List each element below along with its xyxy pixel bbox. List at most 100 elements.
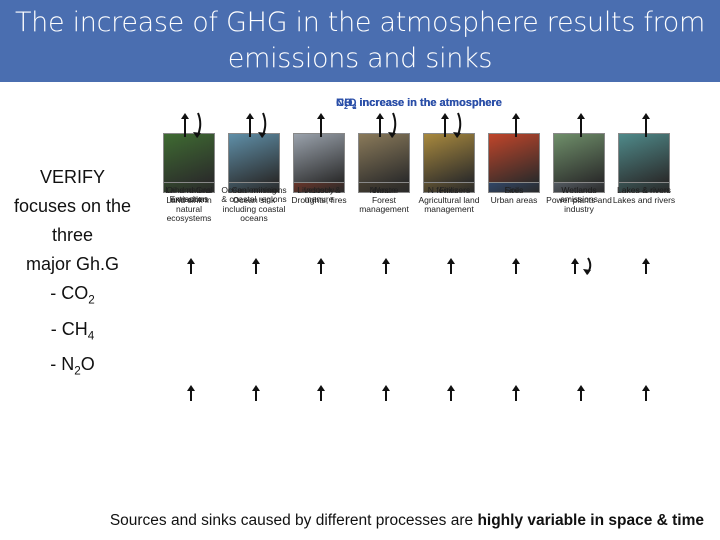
caption-text: Sources and sinks caused by different pr…: [109, 512, 478, 529]
photo-tile: [618, 133, 670, 183]
arrow-head: [512, 258, 520, 264]
arrow-head: [447, 258, 455, 264]
arrow-head: [388, 132, 396, 138]
gas-text: - CH: [50, 318, 88, 339]
panel-heading: CO2 increase in the atmosphere: [157, 97, 681, 111]
tile-label: Agricultural land management: [418, 195, 480, 214]
panel-heading: CH4 increase in the atmosphere: [157, 97, 681, 111]
photo-tile: [553, 133, 605, 183]
caption: Sources and sinks caused by different pr…: [0, 512, 720, 530]
heading-sub: 2: [343, 103, 348, 112]
arrow-head: [252, 385, 260, 391]
tile-label: Soils: [504, 185, 524, 195]
caption-bold: highly variable in space & time: [477, 512, 704, 529]
arrow-head: [246, 113, 254, 119]
tile-label: Ocean emissions & coastal regions: [221, 185, 287, 204]
tile-label: Land sink in natural ecosystems: [166, 195, 212, 223]
heading-text: N: [336, 97, 344, 109]
arrow-head: [453, 132, 461, 138]
tile-label: Forest management: [359, 195, 409, 214]
tile-label: Fires: [439, 185, 459, 195]
gas-sub: 2: [74, 364, 81, 378]
photo-tile: [293, 133, 345, 183]
tile-label: Power plants and industry: [546, 195, 612, 214]
side-line: three: [0, 221, 145, 250]
arrow-head: [447, 385, 455, 391]
heading-text: increase in the atmosphere: [356, 97, 502, 109]
side-line-text: focuses on the: [13, 196, 132, 216]
photo-tile: [228, 133, 280, 183]
arrow-head: [441, 113, 449, 119]
heading-text: O increase in the atmosphere: [347, 97, 502, 109]
tile-label: Oil and Gas extraction: [166, 185, 212, 204]
side-line: focuses on the: [0, 192, 145, 221]
arrow-head: [376, 113, 384, 119]
tile-label: Waste: [372, 185, 396, 195]
arrow-head: [187, 258, 195, 264]
arrow-head: [187, 385, 195, 391]
side-line-text: VERIFY: [39, 167, 105, 187]
arrow-head: [642, 385, 650, 391]
heading-sub: 2: [352, 103, 357, 112]
gas-text: - N: [50, 354, 75, 375]
diagram: CO2 increase in the atmosphere Land sink …: [157, 93, 681, 495]
side-line: VERIFY: [0, 163, 145, 192]
gas-item: - CH4: [0, 315, 145, 351]
tile-label: Coal mining: [231, 185, 277, 195]
arrow-head: [512, 113, 520, 119]
side-line: major Gh.G: [0, 250, 145, 279]
photo-tile: [488, 133, 540, 183]
tile-label: Droughts, fires: [291, 195, 347, 205]
tile-label: Livestock & manure: [297, 185, 341, 204]
tile-label: Industry: [303, 185, 335, 195]
arrow-head: [252, 258, 260, 264]
photo-tile: [163, 133, 215, 183]
arrow-head: [577, 385, 585, 391]
title: The increase of GHG in the atmosphere re…: [14, 7, 706, 74]
arrow-head: [317, 258, 325, 264]
gas-sub: 4: [87, 329, 95, 343]
arrow-head: [577, 113, 585, 119]
panel: N2O increase in the atmosphere Land natur…: [157, 97, 681, 490]
arrow-head: [642, 258, 650, 264]
gas-item: - N2O: [0, 350, 145, 386]
tile-label: Lakes and rivers: [612, 195, 676, 205]
arrows: [181, 112, 650, 401]
tile-label: Lakes & rivers: [617, 185, 671, 195]
arrow-head: [571, 258, 579, 264]
heading-text: CH: [336, 97, 353, 109]
gas-text: - CO: [50, 283, 89, 303]
photo-tile: [358, 133, 410, 183]
gas-item: - CO2: [0, 279, 145, 315]
arrow-head: [317, 113, 325, 119]
tile-label: Wetlands: [561, 185, 597, 195]
gas-sub: 2: [88, 293, 95, 307]
arrow-head: [181, 113, 189, 119]
heading-text: CO: [336, 97, 353, 109]
tile-label: N fertilizers: [427, 185, 471, 195]
tile-label: Fires: [504, 185, 524, 195]
side-text: VERIFY focuses on the three major Gh.G - CO2…: [0, 163, 145, 386]
heading-sub: 4: [352, 103, 357, 112]
panel-heading: N2O increase in the atmosphere: [157, 97, 681, 111]
gas-after: O: [80, 354, 95, 375]
arrow-head: [512, 385, 520, 391]
arrow-head: [193, 132, 201, 138]
photo-tile: [423, 133, 475, 183]
arrow-head: [583, 269, 591, 275]
arrow-head: [317, 385, 325, 391]
tile-label: Urban areas: [490, 195, 538, 205]
title-banner: The increase of GHG in the atmosphere re…: [0, 0, 720, 82]
tile-label: Land natural Emissions: [165, 185, 213, 204]
side-line-text: major Gh.G: [25, 254, 120, 274]
heading-text: increase in the atmosphere: [356, 97, 502, 109]
arrow-head: [382, 385, 390, 391]
tile-label: Lakes & rivers: [617, 185, 671, 195]
tile-label: Manure: [369, 185, 399, 195]
arrow-head: [382, 258, 390, 264]
tile-label: Wetlands emissions: [560, 185, 598, 204]
arrow-head: [642, 113, 650, 119]
arrow-head: [258, 132, 266, 138]
tile-label: Ocean sink including coastal oceans: [222, 195, 286, 223]
